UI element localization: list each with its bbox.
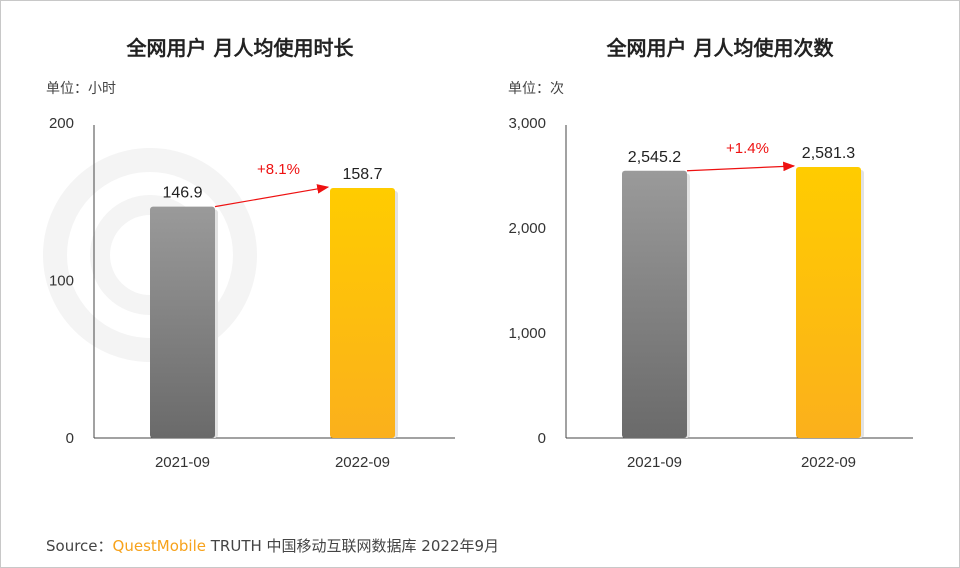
y-tick-label: 200 xyxy=(49,115,74,132)
y-tick-label: 2,000 xyxy=(508,220,546,237)
unit-label: 单位：次 xyxy=(508,81,564,97)
x-tick-label: 2022-09 xyxy=(335,454,390,471)
growth-label: +8.1% xyxy=(257,161,300,178)
x-tick-label: 2022-09 xyxy=(801,454,856,471)
source-prefix: Source： xyxy=(46,537,113,555)
y-tick-label: 3,000 xyxy=(508,115,546,132)
brand-logo-text: QuestMobile xyxy=(112,537,206,555)
growth-label: +1.4% xyxy=(726,140,769,157)
chart-title: 全网用户 月人均使用时长 xyxy=(126,36,355,60)
y-tick-label: 0 xyxy=(66,430,74,447)
x-tick-label: 2021-09 xyxy=(155,454,210,471)
data-label: 2,545.2 xyxy=(628,149,681,166)
bar-2022-09 xyxy=(796,166,861,438)
x-tick-label: 2021-09 xyxy=(627,454,682,471)
bar-2021-09 xyxy=(150,206,215,438)
y-tick-label: 0 xyxy=(538,430,546,447)
data-label: 2,581.3 xyxy=(802,145,855,162)
chart-title: 全网用户 月人均使用次数 xyxy=(606,36,835,60)
unit-label: 单位：小时 xyxy=(46,81,116,97)
source-text: TRUTH 中国移动互联网数据库 2022年9月 xyxy=(210,537,500,555)
data-label: 158.7 xyxy=(342,166,382,183)
source-note: Source：QuestMobile TRUTH 中国移动互联网数据库 2022… xyxy=(46,535,499,556)
data-label: 146.9 xyxy=(162,185,202,202)
y-tick-label: 1,000 xyxy=(508,325,546,342)
bar-2022-09 xyxy=(330,188,395,438)
y-tick-label: 100 xyxy=(49,273,74,290)
bar-2021-09 xyxy=(622,170,687,438)
growth-arrow xyxy=(214,184,330,208)
growth-arrow xyxy=(686,161,796,172)
